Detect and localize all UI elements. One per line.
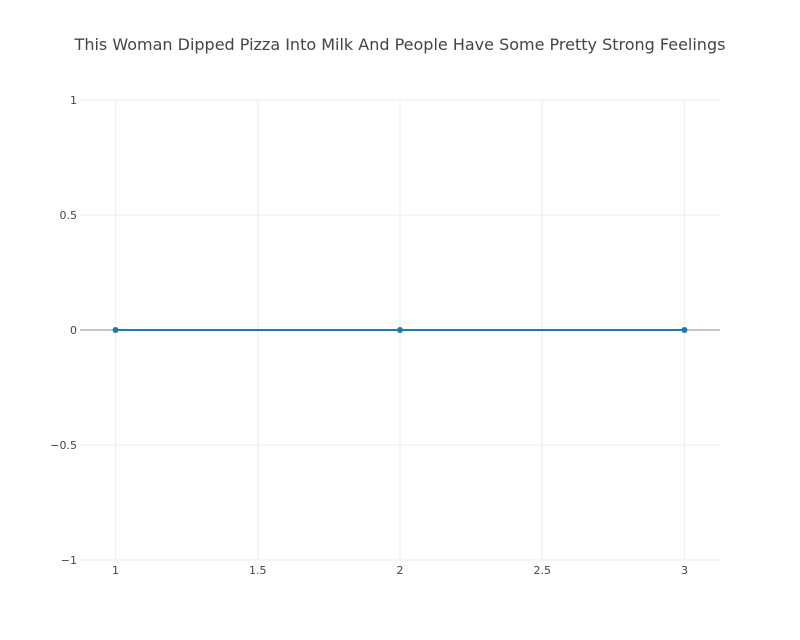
y-tick-label: −1 [61, 554, 77, 567]
y-tick-label: −0.5 [50, 439, 77, 452]
series-layer [112, 327, 688, 333]
y-tick-label: 0 [70, 324, 77, 337]
data-point[interactable] [397, 327, 403, 333]
data-point[interactable] [681, 327, 688, 333]
y-axis-ticks: −1 −0.5 0 0.5 1 [50, 94, 77, 567]
chart-title: This Woman Dipped Pizza Into Milk And Pe… [74, 35, 726, 54]
x-axis-ticks: 1 1.5 2 2.5 3 [112, 564, 688, 577]
x-tick-label: 2 [397, 564, 404, 577]
x-tick-label: 1.5 [249, 564, 267, 577]
y-tick-label: 0.5 [60, 209, 78, 222]
data-point[interactable] [112, 327, 119, 333]
x-tick-label: 3 [681, 564, 688, 577]
x-tick-label: 1 [112, 564, 119, 577]
x-tick-label: 2.5 [533, 564, 551, 577]
y-tick-label: 1 [70, 94, 77, 107]
